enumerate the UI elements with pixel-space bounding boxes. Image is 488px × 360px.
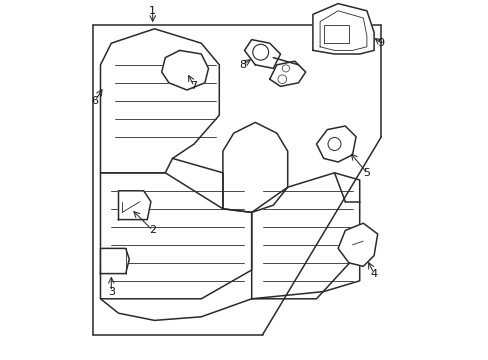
Text: 7: 7 — [190, 81, 197, 91]
Text: 4: 4 — [370, 269, 377, 279]
Text: 6: 6 — [91, 96, 99, 106]
Text: 3: 3 — [107, 287, 115, 297]
Circle shape — [282, 65, 289, 72]
Polygon shape — [251, 173, 359, 299]
Text: 5: 5 — [363, 168, 369, 178]
Polygon shape — [223, 122, 287, 212]
Polygon shape — [244, 40, 280, 68]
Circle shape — [327, 138, 340, 150]
Text: 1: 1 — [149, 6, 156, 16]
Circle shape — [252, 44, 268, 60]
Polygon shape — [118, 191, 151, 220]
Polygon shape — [269, 61, 305, 86]
Text: 9: 9 — [377, 38, 384, 48]
Polygon shape — [312, 4, 373, 54]
Polygon shape — [101, 248, 129, 274]
Polygon shape — [101, 29, 219, 173]
Text: 8: 8 — [239, 60, 246, 70]
Polygon shape — [316, 126, 355, 162]
Text: 2: 2 — [149, 225, 156, 235]
Polygon shape — [101, 173, 251, 299]
Polygon shape — [337, 223, 377, 266]
Circle shape — [277, 75, 286, 84]
Polygon shape — [162, 50, 208, 90]
